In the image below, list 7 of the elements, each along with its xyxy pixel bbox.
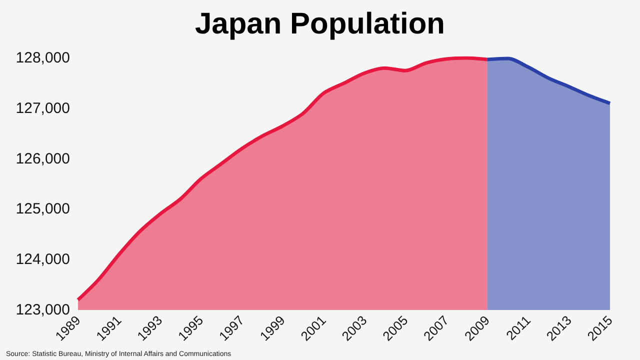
y-tick-label: 128,000 (16, 50, 70, 66)
y-tick-label: 125,000 (16, 200, 70, 218)
y-tick-label: 126,000 (16, 150, 70, 168)
y-tick-label: 124,000 (16, 251, 70, 268)
y-tick-label: 123,000 (16, 302, 70, 318)
chart-title: Japan Population (194, 8, 446, 40)
y-tick-label: 127,000 (16, 100, 70, 117)
